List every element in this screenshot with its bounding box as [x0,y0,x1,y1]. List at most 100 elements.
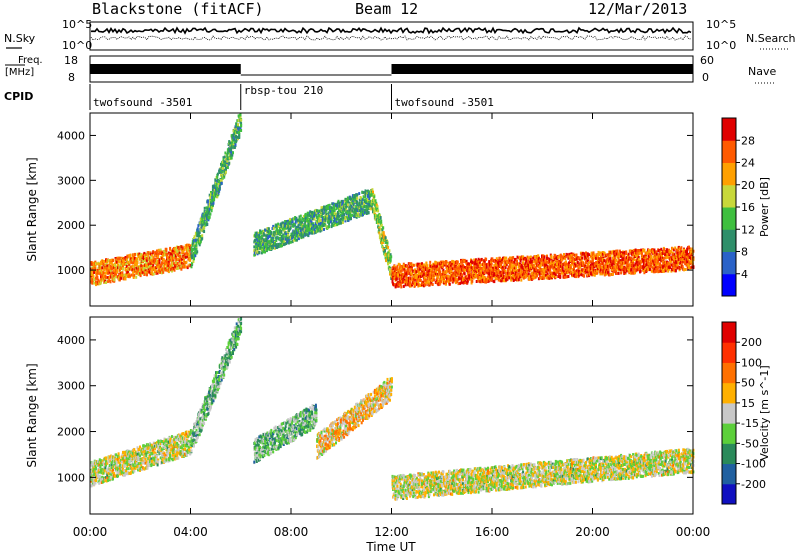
echo-cell [523,273,526,277]
echo-cell [615,269,618,273]
echo-cell [509,273,512,277]
echo-cell [534,255,537,259]
echo-cell [271,227,274,230]
echo-cell [572,257,575,260]
echo-cell [306,219,309,222]
echo-cell [204,213,207,217]
echo-cell [327,204,330,208]
echo-cell [237,119,240,122]
echo-cell [522,276,525,280]
echo-cell [532,256,535,260]
echo-cell [564,267,567,271]
echo-cell [384,249,386,253]
echo-cell [497,259,499,262]
echo-cell [183,248,186,252]
echo-cell [447,279,450,283]
echo-cell [220,162,222,166]
echo-cell [540,272,543,276]
echo-cell [422,270,425,274]
echo-cell [579,265,582,269]
echo-band [190,113,243,269]
echo-cell [562,263,565,266]
echo-cell [353,194,356,198]
echo-cell [612,265,615,269]
echo-cell [433,278,435,282]
echo-cell [611,250,614,254]
echo-cell [232,129,235,133]
echo-cell [260,243,263,247]
echo-cell [214,190,217,194]
echo-cell [183,252,186,256]
echo-cell [413,270,416,274]
echo-cell [368,200,371,204]
echo-cell [221,160,224,164]
echo-cell [563,262,566,266]
echo-cell [292,238,295,242]
echo-cell [376,205,379,209]
echo-cell [144,259,146,263]
echo-cell [582,261,585,265]
echo-cell [515,275,518,279]
echo-cell [171,249,174,253]
echo-cell [421,262,423,266]
echo-cell [442,268,445,272]
echo-cell [522,273,525,277]
echo-cell [351,197,354,201]
echo-cell [512,256,515,260]
echo-cell [230,156,233,160]
echo-cell [465,275,468,279]
echo-cell [177,258,180,261]
echo-cell [189,244,192,248]
echo-cell [603,269,606,273]
echo-cell [471,279,474,283]
cpid-segment-label: rbsp-tou 210 [244,84,323,97]
echo-cell [132,276,135,279]
echo-cell [595,256,597,260]
echo-cell [133,273,136,277]
echo-cell [549,266,552,270]
echo-cell [223,175,226,179]
echo-cell [607,254,610,258]
echo-cell [275,239,278,243]
echo-cell [181,257,184,261]
echo-cell [436,273,439,277]
echo-cell [429,264,432,268]
echo-cell [335,215,337,218]
echo-cell [544,273,547,277]
echo-cell [505,278,508,282]
echo-cell [473,263,476,267]
echo-cell [212,194,215,197]
echo-cell [152,268,155,272]
echo-cell [263,233,266,237]
echo-cell [145,258,148,262]
echo-cell [552,261,555,265]
echo-cell [547,268,550,272]
echo-cell [253,253,256,257]
echo-cell [178,259,181,263]
echo-cell [607,268,610,272]
echo-cell [610,265,613,269]
echo-cell [464,268,467,272]
echo-cell [327,211,330,215]
echo-cell [416,279,419,282]
echo-cell [614,261,617,265]
echo-cell [261,237,264,241]
echo-cell [102,276,105,280]
echo-cell [492,259,494,263]
echo-cell [186,253,189,257]
echo-cell [337,199,340,203]
echo-cell [157,252,160,256]
echo-cell [404,264,407,268]
echo-cell [478,279,481,283]
echo-cell [387,250,390,254]
echo-cell [255,251,258,255]
echo-cell [306,229,309,233]
echo-cell [419,267,422,271]
echo-cell [591,256,594,260]
echo-cell [283,229,286,233]
echo-cell [284,220,287,223]
echo-cell [585,251,587,255]
echo-cell [171,252,173,256]
echo-cell [347,217,350,221]
echo-cell [255,244,258,248]
